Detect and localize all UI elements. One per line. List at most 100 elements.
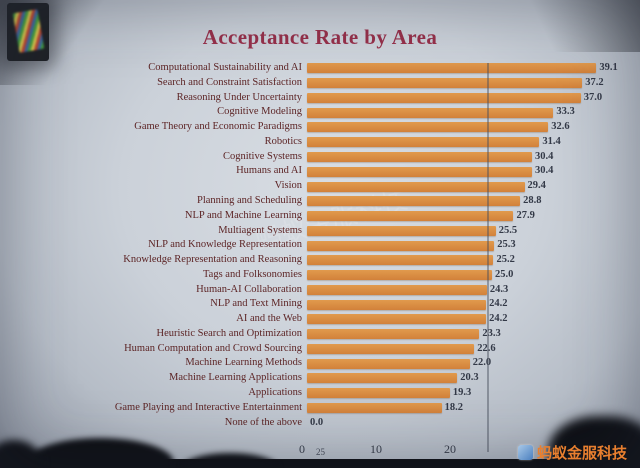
value-label: 27.9 bbox=[516, 209, 535, 221]
value-label: 24.2 bbox=[489, 313, 508, 325]
bar-row: NLP and Knowledge Representation 25.3 bbox=[10, 238, 624, 253]
value-label: 32.6 bbox=[551, 121, 570, 133]
bar-row: NLP and Text Mining 24.2 bbox=[10, 297, 624, 312]
category-label: Applications bbox=[248, 386, 302, 398]
bar-track: 20.3 bbox=[307, 371, 624, 386]
bar bbox=[307, 107, 554, 118]
bar-track: 37.0 bbox=[307, 91, 624, 106]
bar-row: Heuristic Search and Optimization 23.3 bbox=[10, 327, 624, 342]
bar-track: 22.6 bbox=[307, 342, 624, 357]
category-label: AI and the Web bbox=[236, 313, 302, 325]
category-label: None of the above bbox=[224, 416, 302, 428]
brand-watermark-text: 蚂蚁金服科技 bbox=[536, 444, 627, 462]
bar-track: 30.4 bbox=[307, 150, 624, 165]
bar bbox=[307, 225, 496, 236]
bar-track: 28.8 bbox=[307, 194, 624, 209]
bar-track: 24.2 bbox=[307, 312, 624, 327]
bar bbox=[307, 373, 458, 384]
bar-track: 39.1 bbox=[307, 61, 624, 76]
bar bbox=[307, 329, 480, 340]
bar-row: Multiagent Systems 25.5 bbox=[10, 223, 624, 238]
value-label: 31.4 bbox=[542, 135, 561, 147]
reference-line bbox=[487, 63, 489, 452]
category-label: Search and Constraint Satisfaction bbox=[157, 76, 302, 88]
bar bbox=[307, 122, 549, 133]
value-label: 22.6 bbox=[477, 342, 496, 354]
bar bbox=[307, 137, 540, 148]
bar-row: Vision 29.4 bbox=[10, 179, 624, 194]
bar-track: 25.3 bbox=[307, 238, 624, 253]
value-label: 39.1 bbox=[599, 62, 618, 74]
value-label: 20.3 bbox=[460, 372, 479, 384]
bar-row: Game Playing and Interactive Entertainme… bbox=[10, 401, 624, 416]
value-label: 22.0 bbox=[472, 357, 492, 369]
bar-track: 24.2 bbox=[307, 297, 624, 312]
bar-row: Human-AI Collaboration 24.3 bbox=[10, 282, 624, 297]
category-label: Machine Learning Methods bbox=[185, 357, 302, 369]
bar bbox=[307, 78, 583, 89]
category-label: Game Playing and Interactive Entertainme… bbox=[114, 401, 302, 413]
bar-row: AI and the Web 24.2 bbox=[10, 312, 624, 327]
bar-row: Machine Learning Methods 22.0 bbox=[10, 356, 624, 371]
bar-track: 25.5 bbox=[307, 223, 624, 238]
bar-track: 19.3 bbox=[307, 386, 624, 401]
bar bbox=[307, 63, 597, 74]
bar-track: 32.6 bbox=[307, 120, 624, 135]
bar bbox=[307, 388, 450, 399]
x-tick-label: 0 bbox=[299, 442, 305, 456]
category-label: Cognitive Systems bbox=[222, 150, 302, 162]
category-label: Vision bbox=[274, 180, 302, 192]
bar-row: NLP and Machine Learning 27.9 bbox=[10, 209, 624, 224]
bar-row: Cognitive Modeling 33.3 bbox=[10, 105, 624, 120]
bar-track: 31.4 bbox=[307, 135, 624, 150]
bar-row: Knowledge Representation and Reasoning 25… bbox=[10, 253, 624, 268]
bar-row: Tags and Folksonomies 25.0 bbox=[10, 268, 624, 283]
bar bbox=[307, 181, 525, 192]
bar-row: Robotics 31.4 bbox=[10, 135, 624, 150]
bar-row: Applications 19.3 bbox=[10, 386, 624, 401]
bar bbox=[307, 284, 487, 295]
category-label: Human-AI Collaboration bbox=[196, 283, 302, 295]
value-label: 37.0 bbox=[583, 91, 603, 103]
value-label: 24.3 bbox=[489, 283, 509, 295]
value-label: 37.2 bbox=[585, 76, 604, 88]
value-label: 19.3 bbox=[452, 386, 472, 398]
value-label: 23.3 bbox=[482, 327, 501, 339]
category-label: Cognitive Modeling bbox=[217, 106, 302, 118]
bar-track: 29.4 bbox=[307, 179, 624, 194]
category-label: Knowledge Representation and Reasoning bbox=[123, 254, 302, 266]
category-label: NLP and Text Mining bbox=[210, 298, 302, 310]
bar-track: 18.2 bbox=[307, 401, 624, 416]
bar bbox=[307, 343, 475, 354]
bar-row: Machine Learning Applications 20.3 bbox=[10, 371, 624, 386]
value-label: 29.4 bbox=[527, 180, 546, 192]
bar-track: 25.2 bbox=[307, 253, 624, 268]
category-label: Robotics bbox=[264, 135, 302, 147]
bar-track: 25.0 bbox=[307, 268, 624, 283]
bar bbox=[307, 402, 442, 413]
bar-track: 23.3 bbox=[307, 327, 624, 342]
value-label: 30.4 bbox=[534, 150, 554, 162]
value-label: 30.4 bbox=[534, 165, 554, 177]
bar bbox=[307, 151, 532, 162]
value-label: 18.2 bbox=[444, 401, 464, 413]
category-label: Humans and AI bbox=[236, 165, 302, 177]
bar bbox=[307, 211, 514, 222]
category-label: NLP and Machine Learning bbox=[184, 209, 302, 221]
bar-row: Reasoning Under Uncertainty 37.0 bbox=[10, 91, 624, 106]
bar bbox=[307, 299, 487, 310]
bar-chart: Computational Sustainability and AI 39.1 S… bbox=[10, 61, 624, 430]
bar-track: 24.3 bbox=[307, 282, 624, 297]
category-label: Reasoning Under Uncertainty bbox=[176, 91, 302, 103]
bar-track: 0.0 bbox=[307, 415, 624, 430]
bar-row: Game Theory and Economic Paradigms 32.6 bbox=[10, 120, 624, 135]
chart-title: Acceptance Rate by Area bbox=[202, 25, 438, 50]
bar bbox=[307, 255, 494, 266]
category-label: Tags and Folksonomies bbox=[202, 268, 302, 280]
category-label: Heuristic Search and Optimization bbox=[156, 327, 303, 339]
category-label: Multiagent Systems bbox=[218, 224, 302, 236]
bar-row: Search and Constraint Satisfaction 37.2 bbox=[10, 76, 624, 91]
bar-row: None of the above 0.0 bbox=[10, 415, 624, 430]
bar-row: Computational Sustainability and AI 39.1 bbox=[10, 61, 624, 76]
value-label: 0.0 bbox=[310, 416, 324, 428]
